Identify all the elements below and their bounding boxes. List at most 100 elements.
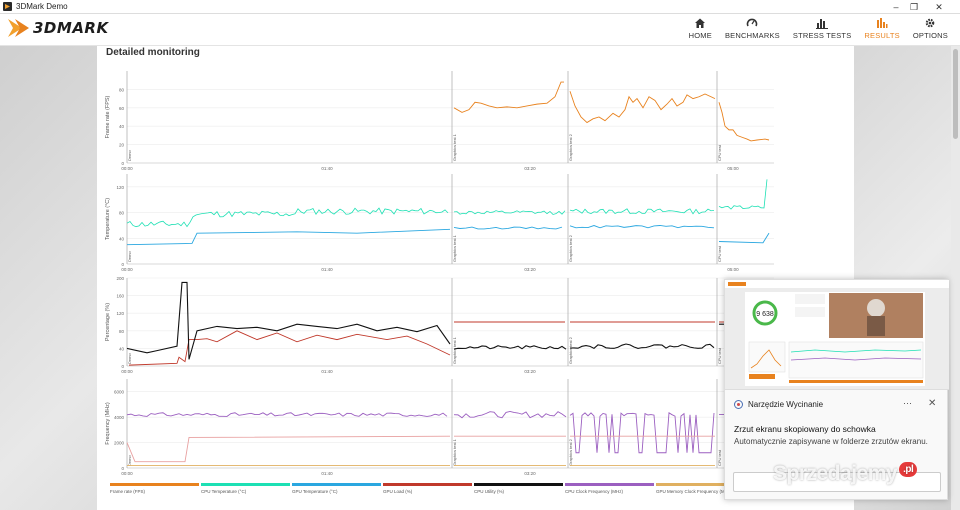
- section-label: Graphics test 2: [568, 438, 573, 466]
- y-tick-label: 120: [116, 185, 124, 190]
- nav-home-label: HOME: [688, 31, 712, 40]
- y-tick-label: 0: [121, 466, 124, 471]
- nav-benchmarks-label: BENCHMARKS: [724, 31, 780, 40]
- frame-rate-series: [718, 102, 770, 142]
- gpu-temperature-series: [569, 225, 715, 229]
- x-tick-label: 01:40: [321, 471, 333, 476]
- nav-home[interactable]: HOME: [689, 17, 712, 40]
- gpu-temperature-series: [718, 232, 770, 244]
- results-bars-icon: [877, 18, 888, 28]
- y-tick-label: 4000: [114, 415, 125, 420]
- brand-logo[interactable]: 3DMARK: [8, 19, 109, 37]
- more-options-icon[interactable]: ⋯: [903, 398, 912, 408]
- y-axis-label: Frequency (MHz): [105, 402, 111, 445]
- x-tick-label: 01:40: [321, 166, 333, 171]
- y-tick-label: 0: [121, 161, 124, 166]
- y-axis-label: Percentage (%): [105, 303, 111, 341]
- preview-score: 9 638: [756, 311, 774, 318]
- legend-item[interactable]: CPU Utility (%): [474, 483, 563, 494]
- legend-label: CPU Temperature (°C): [201, 489, 247, 494]
- restore-icon[interactable]: ❐: [909, 1, 919, 12]
- x-tick-label: 00:00: [121, 369, 133, 374]
- watermark-text: Sprzedajemy: [773, 462, 898, 485]
- legend-label: GPU Load (%): [383, 489, 413, 494]
- gpu-clock-series: [126, 435, 451, 463]
- frame-rate-series: [453, 81, 564, 113]
- cpu-temperature-series: [718, 179, 768, 210]
- section-label: Demo: [127, 251, 132, 262]
- nav-results[interactable]: RESULTS: [864, 17, 900, 40]
- x-tick-label: 00:00: [121, 166, 133, 171]
- gauge-icon: [747, 18, 758, 27]
- y-tick-label: 0: [121, 364, 124, 369]
- main-nav: HOME BENCHMARKS STRESS TESTS RESULTS OPT…: [689, 17, 948, 40]
- chart-legend: Frame rate (FPS) CPU Temperature (°C) GPU …: [110, 483, 745, 494]
- nav-options[interactable]: OPTIONS: [913, 17, 948, 40]
- nav-stress-tests[interactable]: STRESS TESTS: [793, 17, 852, 40]
- section-label: Graphics test 1: [452, 133, 457, 161]
- cpu-utility-series: [569, 343, 715, 349]
- legend-item[interactable]: GPU Temperature (°C): [292, 483, 381, 494]
- y-tick-label: 2000: [114, 441, 125, 446]
- y-tick-label: 80: [119, 329, 125, 334]
- toast-app: Narzędzie Wycinanie: [734, 400, 823, 409]
- legend-label: CPU Clock Frequency (MHz): [565, 489, 624, 494]
- bars-icon: [816, 19, 829, 29]
- section-label: CPU test: [717, 144, 722, 161]
- section-label: Graphics test 2: [568, 234, 573, 262]
- legend-item[interactable]: CPU Temperature (°C): [201, 483, 290, 494]
- monitoring-panel: Detailed monitoring 0 20 40 60 80 Demo Graphic…: [97, 46, 854, 510]
- window-titlebar: 3DMark Demo – ❐ ✕: [0, 0, 960, 14]
- section-label: CPU test: [717, 245, 722, 262]
- scrollbar-thumb[interactable]: [953, 49, 958, 139]
- app-icon: [3, 2, 12, 11]
- x-tick-label: 05:00: [727, 166, 739, 171]
- toast-heading: Zrzut ekranu skopiowany do schowka: [734, 424, 876, 434]
- section-label: Demo: [127, 455, 132, 466]
- x-tick-label: 03:20: [524, 369, 536, 374]
- screenshot-preview[interactable]: 9 638: [725, 280, 949, 390]
- cpu-temperature-series: [453, 210, 566, 215]
- snip-notification[interactable]: 9 638 Narzędzie Wycinanie ⋯ ✕ Zrzut ekra…: [724, 279, 949, 500]
- nav-results-label: RESULTS: [864, 31, 900, 40]
- app-header: 3DMARK HOME BENCHMARKS STRESS TESTS RESU…: [0, 14, 960, 46]
- gear-icon: [926, 18, 935, 28]
- window-title: 3DMark Demo: [16, 2, 68, 11]
- x-tick-label: 01:40: [321, 267, 333, 272]
- y-tick-label: 120: [116, 311, 124, 316]
- x-tick-label: 03:20: [524, 471, 536, 476]
- section-label: Graphics test 1: [452, 336, 457, 364]
- gpu-temperature-series: [126, 228, 451, 246]
- y-tick-label: 200: [116, 276, 124, 281]
- chart-0: 0 20 40 60 80 Demo Graphics test 1 Graphics tes…: [105, 71, 774, 171]
- cpu-clock-series: [569, 412, 715, 454]
- close-toast-icon[interactable]: ✕: [928, 398, 937, 409]
- nav-benchmarks[interactable]: BENCHMARKS: [725, 17, 780, 40]
- legend-label: CPU Utility (%): [474, 489, 504, 494]
- cpu-utility-series: [453, 345, 567, 350]
- toast-action-button[interactable]: [733, 472, 941, 492]
- legend-label: Frame rate (FPS): [110, 489, 146, 494]
- brand-name: 3DMARK: [33, 19, 109, 37]
- watermark-badge: .pl: [899, 462, 918, 477]
- legend-item[interactable]: GPU Memory Clock Frequency (MHz): [656, 483, 745, 494]
- gpu-temperature-series: [453, 226, 563, 230]
- x-tick-label: 01:40: [321, 369, 333, 374]
- monitoring-charts: 0 20 40 60 80 Demo Graphics test 1 Graphics tes…: [105, 71, 774, 476]
- minimize-icon[interactable]: –: [893, 2, 899, 12]
- home-icon: [695, 18, 706, 28]
- page-scrollbar[interactable]: [951, 46, 960, 510]
- legend-item[interactable]: Frame rate (FPS): [110, 483, 199, 494]
- cpu-utility-series: [126, 281, 451, 360]
- legend-item[interactable]: GPU Load (%): [383, 483, 472, 494]
- section-label: Graphics test 1: [452, 438, 457, 466]
- y-tick-label: 80: [119, 87, 125, 92]
- legend-item[interactable]: CPU Clock Frequency (MHz): [565, 483, 654, 494]
- chart-3: 0 2000 4000 6000 Demo Graphics test 1 Graphics…: [105, 379, 774, 476]
- logo-mark-icon: [8, 19, 29, 37]
- panel-title: Detailed monitoring: [106, 47, 200, 58]
- y-tick-label: 6000: [114, 390, 125, 395]
- close-icon[interactable]: ✕: [935, 1, 943, 12]
- legend-label: GPU Memory Clock Frequency (MHz): [656, 489, 732, 494]
- toast-body: Automatycznie zapisywane w folderze zrzu…: [734, 437, 928, 446]
